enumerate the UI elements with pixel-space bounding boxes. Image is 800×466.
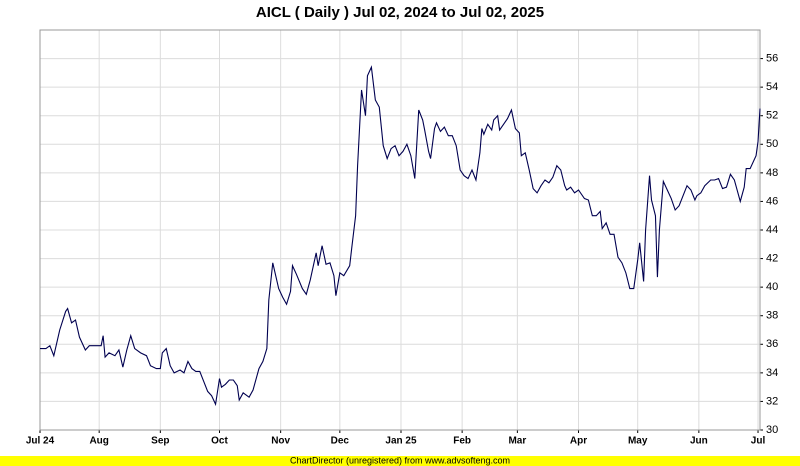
price-line [40,65,761,407]
x-tick-label: Jun [690,436,708,447]
y-tick-label: 34 [766,367,778,379]
x-tick-label: Oct [211,436,228,447]
footer: ChartDirector (unregistered) from www.ad… [290,455,510,465]
y-tick-label: 40 [766,281,778,293]
x-tick-label: Nov [271,436,290,447]
footer-bar [0,456,800,466]
x-tick-label: Dec [331,436,350,447]
y-tick-label: 44 [766,224,778,236]
plot-border [39,29,761,431]
x-tick-label: Jul 24 [26,436,55,447]
x-tick-label: Apr [570,436,587,447]
y-tick-label: 46 [766,195,778,207]
y-tick-label: 32 [766,395,778,407]
y-tick-label: 42 [766,252,778,264]
y-tick-label: 48 [766,167,778,179]
y-tick-label: 30 [766,424,778,436]
x-tick-label: Mar [508,436,526,447]
x-tick-label: May [628,436,648,447]
x-tick-label: Feb [453,436,471,447]
y-tick-label: 36 [766,338,778,350]
y-tick-label: 56 [766,52,778,64]
x-tick-label: Sep [151,436,169,447]
x-tick-label: Jan 25 [385,436,417,447]
chart-title: AICL ( Daily ) Jul 02, 2024 to Jul 02, 2… [256,4,544,21]
y-tick-label: 52 [766,110,778,122]
y-tick-label: 54 [766,81,778,93]
y-tick-label: 50 [766,138,778,150]
x-tick-label: Aug [89,436,108,447]
y-tick-label: 38 [766,310,778,322]
x-tick-label: Jul [751,436,766,447]
